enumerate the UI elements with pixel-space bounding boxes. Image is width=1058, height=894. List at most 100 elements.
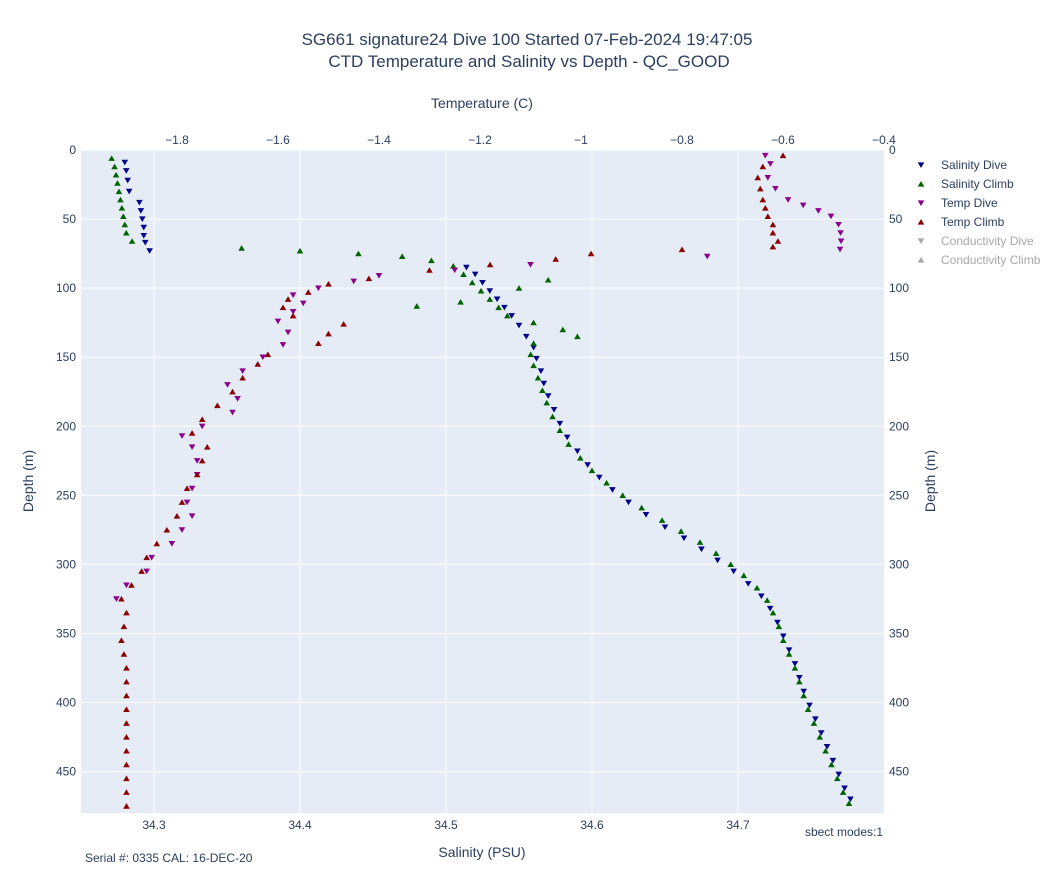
data-point bbox=[796, 678, 803, 685]
data-point bbox=[289, 292, 297, 299]
data-point bbox=[758, 593, 765, 600]
series-salinity-climb bbox=[108, 155, 853, 806]
legend-item[interactable]: Temp Dive bbox=[917, 196, 998, 210]
data-point bbox=[141, 239, 149, 246]
data-point bbox=[137, 208, 145, 214]
data-point bbox=[823, 744, 831, 750]
data-point bbox=[279, 304, 287, 311]
data-point bbox=[764, 213, 772, 219]
y-tick-label-right: 100 bbox=[889, 281, 909, 295]
serial-cal-note: Serial #: 0335 CAL: 16-DEC-20 bbox=[85, 851, 253, 865]
data-point bbox=[799, 202, 807, 209]
data-point bbox=[123, 582, 130, 589]
data-point bbox=[539, 387, 546, 393]
data-point bbox=[125, 188, 133, 195]
data-point bbox=[188, 444, 196, 450]
data-point bbox=[143, 554, 150, 561]
data-point bbox=[784, 197, 792, 203]
legend-item[interactable]: Salinity Climb bbox=[917, 177, 1014, 191]
tick-labels: 0 0 50 50 100 100 150 150 200 200 250 250 300 300 350 3… bbox=[56, 133, 909, 832]
data-point bbox=[515, 322, 523, 329]
x-top-tick-label: −1.8 bbox=[165, 133, 189, 147]
y-tick-label-right: 50 bbox=[889, 212, 903, 226]
y-tick-label-left: 150 bbox=[56, 350, 76, 364]
data-point bbox=[140, 224, 148, 231]
sbect-modes-note: sbect modes:1 bbox=[805, 825, 883, 839]
chart-subtitle: CTD Temperature and Salinity vs Depth - … bbox=[328, 52, 729, 71]
data-point bbox=[806, 702, 813, 709]
x-bottom-tick-label: 34.4 bbox=[288, 818, 312, 832]
data-point bbox=[486, 288, 494, 294]
data-point bbox=[769, 229, 777, 236]
data-point bbox=[837, 238, 845, 245]
data-point bbox=[375, 273, 383, 279]
data-point bbox=[229, 409, 236, 416]
data-point bbox=[678, 246, 686, 253]
data-point bbox=[839, 789, 847, 795]
data-point bbox=[118, 205, 126, 211]
data-point bbox=[574, 448, 581, 455]
legend-item[interactable]: Temp Climb bbox=[917, 215, 1005, 229]
data-point bbox=[264, 351, 272, 358]
data-point bbox=[796, 674, 803, 681]
data-point bbox=[479, 279, 486, 286]
data-point bbox=[428, 257, 435, 264]
legend-label: Temp Climb bbox=[941, 215, 1005, 229]
data-point bbox=[108, 155, 115, 161]
marks bbox=[108, 152, 854, 809]
legend-item[interactable]: Conductivity Climb bbox=[917, 253, 1041, 267]
data-point bbox=[340, 321, 347, 327]
plot-area bbox=[81, 150, 884, 813]
y-tick-label-right: 400 bbox=[889, 696, 909, 710]
y-tick-label-left: 350 bbox=[56, 626, 76, 640]
data-point bbox=[413, 303, 421, 309]
series-temp-climb bbox=[118, 152, 787, 809]
data-point bbox=[229, 388, 236, 395]
data-point bbox=[123, 720, 130, 726]
data-point bbox=[730, 568, 737, 575]
data-point bbox=[178, 527, 186, 533]
legend-marker bbox=[917, 238, 925, 244]
y-tick-label-right: 200 bbox=[889, 419, 909, 433]
data-point bbox=[168, 541, 176, 547]
data-point bbox=[463, 264, 470, 271]
legend[interactable]: Salinity Dive Salinity Climb Temp Dive Temp… bbox=[917, 158, 1041, 267]
data-point bbox=[544, 276, 552, 283]
data-point bbox=[817, 730, 825, 736]
data-point bbox=[203, 443, 211, 450]
x-top-tick-label: −1 bbox=[574, 133, 588, 147]
y-tick-label-left: 450 bbox=[56, 765, 76, 779]
data-point bbox=[325, 281, 332, 287]
data-point bbox=[779, 637, 787, 643]
y-tick-label-left: 100 bbox=[56, 281, 76, 295]
legend-item[interactable]: Salinity Dive bbox=[917, 158, 1008, 172]
data-point bbox=[325, 330, 332, 337]
legend-marker bbox=[917, 200, 925, 206]
series-salinity-dive bbox=[121, 159, 854, 803]
data-point bbox=[658, 517, 666, 523]
data-point bbox=[552, 256, 560, 262]
data-point bbox=[549, 413, 556, 420]
chart-title: SG661 signature24 Dive 100 Started 07-Fe… bbox=[302, 30, 753, 49]
data-point bbox=[279, 342, 287, 348]
data-point bbox=[764, 174, 772, 181]
data-point bbox=[128, 238, 136, 244]
data-point bbox=[791, 664, 799, 671]
y-tick-label-left: 300 bbox=[56, 557, 76, 571]
data-point bbox=[829, 757, 837, 764]
legend-marker bbox=[917, 181, 925, 187]
legend-item[interactable]: Conductivity Dive bbox=[917, 234, 1034, 248]
data-point bbox=[460, 271, 467, 277]
x-top-axis-title: Temperature (C) bbox=[431, 95, 533, 111]
data-point bbox=[828, 761, 835, 768]
data-point bbox=[530, 344, 537, 351]
data-point bbox=[178, 499, 186, 505]
data-point bbox=[477, 287, 485, 294]
data-point bbox=[759, 196, 767, 203]
series-temp-dive bbox=[113, 152, 845, 602]
data-point bbox=[178, 433, 186, 439]
data-point bbox=[234, 395, 241, 402]
data-point bbox=[471, 271, 479, 278]
data-point bbox=[677, 528, 685, 534]
data-point bbox=[845, 800, 853, 806]
